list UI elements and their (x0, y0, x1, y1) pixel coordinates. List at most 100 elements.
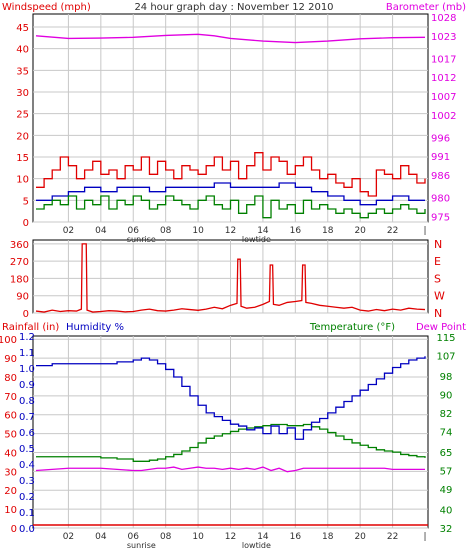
humidity-tick: 50 (4, 430, 17, 441)
x-tick-label-end: | (423, 226, 426, 236)
windspeed-axis-label: Windspeed (mph) (2, 2, 91, 13)
x-tick-label: 18 (322, 532, 334, 542)
compass-tick: E (434, 255, 441, 268)
rainfall-tick: 0.6 (19, 428, 35, 439)
windspeed-tick: 40 (16, 45, 29, 56)
barometer-tick: 1007 (431, 92, 456, 103)
humidity-tick: 60 (4, 411, 17, 422)
windspeed-tick: 10 (16, 175, 29, 186)
humidity-tick: 30 (4, 467, 17, 478)
x-tick-label: 18 (322, 226, 334, 236)
dewpoint-axis-label: Dew Point (416, 322, 466, 333)
humidity-tick: 0 (11, 524, 17, 535)
rainfall-axis-label: Rainfall (in) (2, 322, 59, 333)
temperature-tick: 115 (436, 333, 455, 344)
wind-gust-line (36, 152, 426, 197)
temperature-axis-label: Temperature (°F) (309, 322, 395, 333)
x-tick-label: 14 (257, 532, 269, 542)
dewpoint-line (35, 466, 425, 473)
x-tick-label: 22 (387, 226, 398, 236)
x-tick-label: 20 (354, 226, 366, 236)
barometer-tick: 1028 (431, 13, 456, 24)
x-tick-label: 14 (257, 226, 269, 236)
direction-tick: 90 (16, 292, 29, 303)
humidity-tick: 20 (4, 486, 17, 497)
x-tick-label: 16 (290, 226, 302, 236)
rainfall-tick: 1.1 (19, 348, 35, 359)
x-tick-label: 16 (290, 532, 302, 542)
barometer-axis-label: Barometer (mb) (386, 2, 466, 13)
x-tick-label: 20 (354, 532, 366, 542)
rainfall-tick: 0.0 (19, 524, 35, 535)
direction-tick: 360 (10, 240, 29, 251)
temperature-tick: 65 (440, 448, 453, 459)
temperature-line (36, 423, 426, 462)
rainfall-tick: 0.2 (19, 492, 35, 503)
x-tick-label: 12 (225, 532, 236, 542)
rainfall-tick: 1.2 (19, 332, 35, 343)
windspeed-tick: 15 (16, 153, 29, 164)
lowtide-label: lowtide (242, 235, 271, 244)
direction-tick: 0 (23, 309, 29, 320)
humidity-tick: 100 (0, 335, 17, 346)
wind-average-line (36, 182, 425, 206)
sunrise-label: sunrise (127, 541, 156, 550)
x-tick-label-end: | (423, 532, 426, 542)
temperature-tick: 74 (440, 427, 453, 438)
windspeed-tick: 5 (23, 196, 29, 207)
windspeed-tick: 45 (16, 23, 29, 34)
barometer-tick: 1023 (431, 32, 456, 43)
humidity-axis-label: Humidity % (66, 322, 124, 333)
rainfall-tick: 1.0 (19, 364, 35, 375)
barometer-line (35, 33, 426, 44)
x-tick-label: 04 (95, 226, 107, 236)
x-tick-label: 10 (192, 532, 204, 542)
rainfall-tick: 0.1 (19, 508, 35, 519)
humidity-tick: 40 (4, 448, 17, 459)
compass-tick: N (434, 307, 442, 320)
sunrise-label: sunrise (127, 235, 156, 244)
barometer-tick: 1012 (431, 73, 456, 84)
temperature-tick: 82 (440, 409, 453, 420)
humidity-tick: 10 (4, 505, 17, 516)
x-tick-label: 12 (225, 226, 236, 236)
windspeed-tick: 35 (16, 66, 29, 77)
direction-tick: 180 (10, 274, 29, 285)
temperature-tick: 90 (440, 391, 453, 402)
x-tick-label: 02 (63, 532, 74, 542)
barometer-tick: 980 (431, 194, 450, 205)
temperature-tick: 49 (440, 485, 453, 496)
chart-title: 24 hour graph day : November 12 2010 (134, 2, 333, 13)
temperature-tick: 57 (440, 467, 453, 478)
direction-tick: 270 (10, 257, 29, 268)
humidity-line (36, 356, 426, 440)
temperature-tick: 107 (436, 352, 455, 363)
humidity-tick: 90 (4, 354, 17, 365)
windspeed-tick: 30 (16, 88, 29, 99)
rainfall-tick: 0.3 (19, 476, 35, 487)
windspeed-tick: 20 (16, 131, 29, 142)
rainfall-tick: 0.8 (19, 396, 35, 407)
temperature-tick: 32 (440, 524, 453, 535)
humidity-tick: 70 (4, 392, 17, 403)
barometer-tick: 991 (431, 152, 450, 163)
barometer-tick: 1002 (431, 111, 456, 122)
x-tick-label: 08 (160, 532, 172, 542)
compass-tick: W (434, 290, 445, 303)
rainfall-tick: 0.5 (19, 444, 35, 455)
barometer-tick: 975 (431, 212, 450, 223)
wind-speed-line (36, 195, 426, 219)
x-tick-label: 06 (128, 226, 140, 236)
rainfall-tick: 0.4 (19, 460, 35, 471)
barometer-tick: 1017 (431, 54, 456, 65)
barometer-tick: 996 (431, 133, 450, 144)
x-tick-label: 08 (160, 226, 172, 236)
windspeed-tick: 0 (23, 218, 29, 229)
compass-tick: N (434, 238, 442, 251)
lowtide-label: lowtide (242, 541, 271, 550)
windspeed-tick: 25 (16, 110, 29, 121)
rainfall-tick: 0.7 (19, 412, 35, 423)
x-tick-label: 04 (95, 532, 107, 542)
